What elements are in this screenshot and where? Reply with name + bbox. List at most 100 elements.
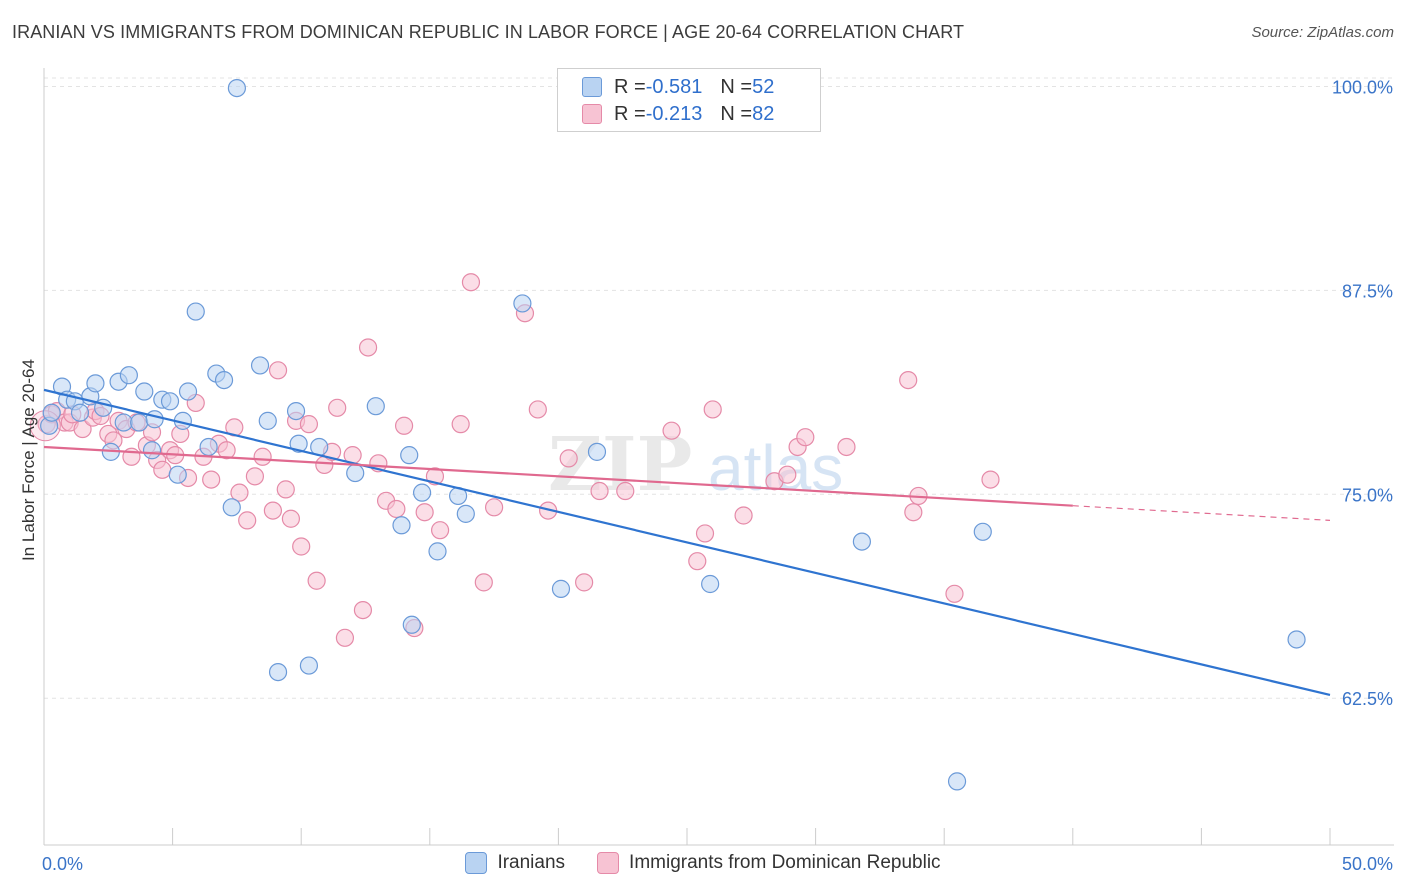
pink-point <box>268 361 288 380</box>
blue-point <box>392 516 411 535</box>
blue-point <box>135 382 154 401</box>
legend-item-iranians[interactable]: Iranians <box>465 852 565 874</box>
pink-point <box>335 628 355 647</box>
pink-point <box>230 483 249 502</box>
blue-point <box>1287 630 1306 649</box>
chart-title: IRANIAN VS IMMIGRANTS FROM DOMINICAN REP… <box>12 22 965 42</box>
y-tick-label: 62.5% <box>1342 689 1393 709</box>
pink-point <box>245 467 265 486</box>
pink-point <box>276 480 295 499</box>
pink-point <box>945 584 964 603</box>
x-tick-label: 0.0% <box>42 854 83 874</box>
blue-point <box>258 411 277 430</box>
blue-point <box>366 397 385 416</box>
pink-point <box>837 437 856 457</box>
legend-label: Immigrants from Dominican Republic <box>629 852 941 873</box>
n-value: 52 <box>752 75 775 98</box>
pink-point <box>575 573 594 592</box>
pink-point <box>353 600 373 620</box>
pink-swatch <box>582 104 602 124</box>
pink-point <box>394 416 414 435</box>
correlation-row-iranians: R = -0.581 N = 52 <box>582 74 774 100</box>
pink-point <box>695 524 715 543</box>
blue-point <box>160 392 180 411</box>
blue-point <box>145 410 164 429</box>
pink-point <box>299 415 319 434</box>
source-credit: Source: ZipAtlas.com <box>1251 24 1394 41</box>
pink-point <box>415 503 434 522</box>
pink-point <box>796 428 815 447</box>
pink-point <box>358 338 378 357</box>
blue-point <box>86 374 105 393</box>
pink-point <box>281 509 301 528</box>
trend-lines <box>43 388 1331 696</box>
correlation-legend: R = -0.581 N = 52 R = -0.213 N = 82 <box>557 68 821 132</box>
r-value: -0.213 <box>645 102 703 125</box>
x-tick-label: 50.0% <box>1342 854 1393 874</box>
blue-point <box>400 446 419 465</box>
blue-point <box>114 413 133 432</box>
n-value: 82 <box>752 102 775 125</box>
blue-swatch <box>582 77 602 97</box>
blue-point <box>456 504 475 523</box>
pink-point <box>528 400 547 419</box>
pink-point <box>662 421 681 440</box>
blue-series-points <box>40 78 1306 791</box>
pink-point <box>703 400 722 419</box>
blue-point <box>199 437 218 457</box>
blue-point <box>214 370 234 390</box>
axes <box>43 68 1394 846</box>
blue-point <box>227 78 246 98</box>
y-tick-label: 75.0% <box>1342 485 1393 505</box>
blue-point <box>402 615 421 634</box>
blue-point <box>513 294 532 313</box>
pink-point <box>263 501 283 520</box>
pink-point <box>559 449 578 468</box>
blue-point <box>222 498 241 517</box>
pink-point <box>981 470 1000 489</box>
blue-point <box>42 403 61 422</box>
blue-point <box>428 542 447 561</box>
pink-series-points <box>29 273 1000 647</box>
pink-point <box>253 447 272 466</box>
blue-point <box>142 441 162 460</box>
blue-point <box>130 413 149 432</box>
blue-point <box>289 434 308 453</box>
r-value: -0.581 <box>645 75 703 98</box>
pink-point <box>734 506 753 525</box>
y-axis-title: In Labor Force | Age 20-64 <box>19 359 38 561</box>
legend-item-dominican[interactable]: Immigrants from Dominican Republic <box>597 852 941 874</box>
tick-labels: 100.0% 87.5% 75.0% 62.5% 0.0% 50.0% In Labor F… <box>19 77 1393 874</box>
blue-point <box>119 366 138 385</box>
blue-point <box>168 465 187 484</box>
blue-point <box>70 403 90 422</box>
blue-point <box>701 574 720 594</box>
blue-point <box>268 662 288 682</box>
pink-point <box>451 415 470 434</box>
blue-point <box>250 356 270 375</box>
legend-label: Iranians <box>497 852 566 873</box>
blue-point <box>947 772 967 791</box>
pink-point <box>328 398 347 417</box>
blue-trend-line <box>43 388 1331 696</box>
pink-point <box>217 441 236 460</box>
watermark-text: atlas <box>708 432 843 504</box>
pink-point <box>387 499 406 519</box>
correlation-row-dominican: R = -0.213 N = 82 <box>582 101 774 127</box>
pink-point <box>292 537 311 556</box>
y-tick-label: 87.5% <box>1342 281 1393 301</box>
blue-point <box>286 401 306 421</box>
pink-point <box>616 481 635 501</box>
pink-point <box>904 503 923 522</box>
n-label: N = <box>720 75 753 98</box>
r-label: R = <box>614 75 646 98</box>
blue-point <box>852 532 871 551</box>
pink-point <box>899 370 918 390</box>
pink-swatch <box>597 852 620 874</box>
blue-point <box>412 483 432 502</box>
pink-point <box>474 573 493 592</box>
pink-point <box>202 470 221 489</box>
blue-point <box>587 442 607 461</box>
blue-point <box>346 463 365 483</box>
